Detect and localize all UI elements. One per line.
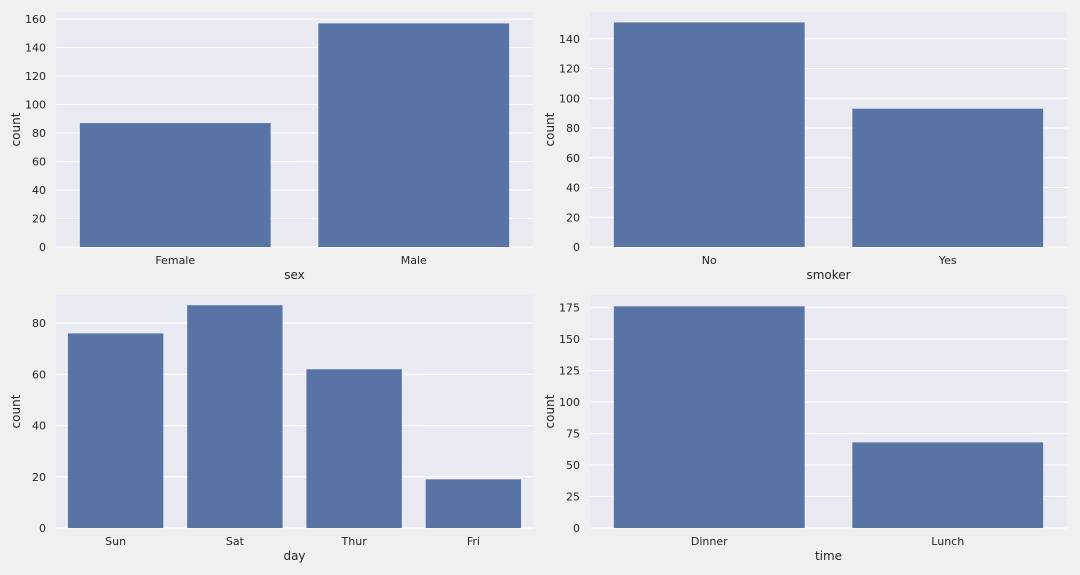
y-tick-label: 25 — [566, 491, 580, 504]
subplot-time: 0 25 50 75 100 125 150 175 Dinner Lunch time cou… — [543, 295, 1067, 563]
y-axis-label: count — [9, 394, 23, 428]
x-tick-labels: Female Male — [155, 254, 427, 267]
y-tick-labels: 0 20 40 60 80 100 120 140 160 — [25, 13, 46, 254]
bars — [67, 305, 522, 528]
x-tick-labels: No Yes — [702, 254, 957, 267]
y-tick-label: 40 — [32, 420, 46, 433]
y-tick-label: 120 — [25, 70, 46, 83]
y-tick-label: 140 — [25, 42, 46, 55]
y-tick-labels: 0 20 40 60 80 — [32, 317, 46, 535]
x-tick-label: Female — [155, 254, 195, 267]
bars — [79, 23, 510, 248]
y-tick-label: 60 — [32, 368, 46, 381]
y-tick-label: 175 — [559, 302, 580, 315]
bar-yes — [852, 108, 1044, 247]
y-tick-label: 160 — [25, 13, 46, 26]
bars — [613, 22, 1044, 247]
x-tick-labels: Dinner Lunch — [691, 535, 964, 548]
bar-no — [613, 22, 805, 247]
y-tick-label: 100 — [559, 396, 580, 409]
y-tick-label: 150 — [559, 333, 580, 346]
y-tick-label: 0 — [573, 522, 580, 535]
x-tick-label: Sun — [105, 535, 126, 548]
bar-fri — [425, 479, 522, 528]
y-tick-label: 140 — [559, 33, 580, 46]
subplot-day: 0 20 40 60 80 Sun Sat Thur Fri day count — [9, 295, 533, 563]
bar-male — [318, 23, 510, 248]
y-tick-label: 0 — [39, 241, 46, 254]
y-tick-label: 75 — [566, 428, 580, 441]
y-tick-labels: 0 20 40 60 80 100 120 140 — [559, 33, 580, 254]
y-tick-label: 40 — [566, 182, 580, 195]
x-tick-label: Thur — [341, 535, 368, 548]
x-axis-label: time — [815, 549, 842, 563]
bar-female — [79, 123, 271, 247]
y-tick-label: 0 — [39, 522, 46, 535]
subplot-smoker: 0 20 40 60 80 100 120 140 No Yes smoker count — [543, 12, 1067, 282]
y-tick-label: 120 — [559, 63, 580, 76]
y-tick-labels: 0 25 50 75 100 125 150 175 — [559, 302, 580, 535]
y-tick-label: 40 — [32, 184, 46, 197]
x-tick-label: Yes — [938, 254, 957, 267]
bar-sun — [67, 333, 164, 528]
y-axis-label: count — [543, 394, 557, 428]
y-tick-label: 80 — [566, 122, 580, 135]
y-tick-label: 100 — [559, 92, 580, 105]
x-axis-label: smoker — [806, 268, 850, 282]
y-tick-label: 20 — [32, 471, 46, 484]
x-tick-label: Sat — [226, 535, 245, 548]
y-tick-label: 20 — [566, 211, 580, 224]
bar-lunch — [852, 442, 1044, 528]
bar-dinner — [613, 306, 805, 528]
y-tick-label: 100 — [25, 99, 46, 112]
x-tick-label: Lunch — [931, 535, 964, 548]
subplot-sex: 0 20 40 60 80 100 120 140 160 Female Male sex cou… — [9, 12, 533, 282]
y-tick-label: 60 — [32, 156, 46, 169]
y-axis-label: count — [543, 112, 557, 146]
x-tick-label: Dinner — [691, 535, 728, 548]
y-tick-label: 125 — [559, 365, 580, 378]
y-tick-label: 0 — [573, 241, 580, 254]
x-tick-label: Male — [401, 254, 427, 267]
x-axis-label: sex — [284, 268, 305, 282]
y-axis-label: count — [9, 112, 23, 146]
y-tick-label: 20 — [32, 213, 46, 226]
y-tick-label: 50 — [566, 459, 580, 472]
x-tick-label: No — [702, 254, 717, 267]
x-axis-label: day — [283, 549, 305, 563]
bar-thur — [306, 369, 402, 528]
bars — [613, 306, 1044, 528]
y-tick-label: 80 — [32, 317, 46, 330]
y-tick-label: 80 — [32, 127, 46, 140]
bar-sat — [187, 305, 283, 528]
x-tick-label: Fri — [467, 535, 480, 548]
x-tick-labels: Sun Sat Thur Fri — [105, 535, 480, 548]
y-tick-label: 60 — [566, 152, 580, 165]
